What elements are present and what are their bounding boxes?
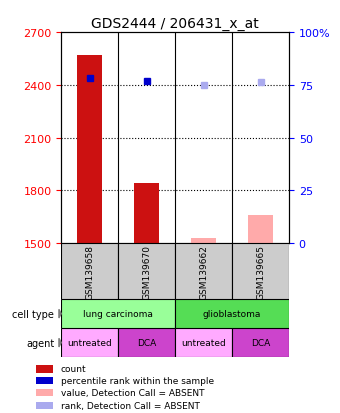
Text: value, Detection Call = ABSENT: value, Detection Call = ABSENT [61,388,204,397]
Text: GSM139665: GSM139665 [256,244,265,299]
Bar [36,389,53,396]
Bar [232,328,289,357]
Bar [232,244,289,299]
Bar [175,299,289,328]
Text: GSM139658: GSM139658 [85,244,94,299]
Bar [36,402,53,409]
Bar [118,244,175,299]
Bar [118,328,175,357]
Text: agent: agent [26,338,54,348]
Bar [61,244,118,299]
Bar [61,328,118,357]
Bar [134,184,159,244]
Bar [36,377,53,385]
Text: untreated: untreated [181,338,226,347]
Bar [175,244,232,299]
Bar [248,216,273,244]
Bar [175,328,232,357]
Text: percentile rank within the sample: percentile rank within the sample [61,376,214,385]
Text: glioblastoma: glioblastoma [203,309,261,318]
Text: DCA: DCA [137,338,156,347]
Bar [77,56,102,244]
Text: untreated: untreated [67,338,112,347]
Text: GSM139662: GSM139662 [199,244,208,299]
Text: lung carcinoma: lung carcinoma [83,309,153,318]
Text: cell type: cell type [13,309,54,319]
Text: DCA: DCA [251,338,270,347]
Polygon shape [59,310,61,318]
Polygon shape [59,339,61,347]
Bar [36,365,53,373]
Bar [191,238,216,244]
Bar [61,299,175,328]
Text: rank, Detection Call = ABSENT: rank, Detection Call = ABSENT [61,401,200,410]
Text: count: count [61,365,86,373]
Title: GDS2444 / 206431_x_at: GDS2444 / 206431_x_at [91,17,259,31]
Text: GSM139670: GSM139670 [142,244,151,299]
